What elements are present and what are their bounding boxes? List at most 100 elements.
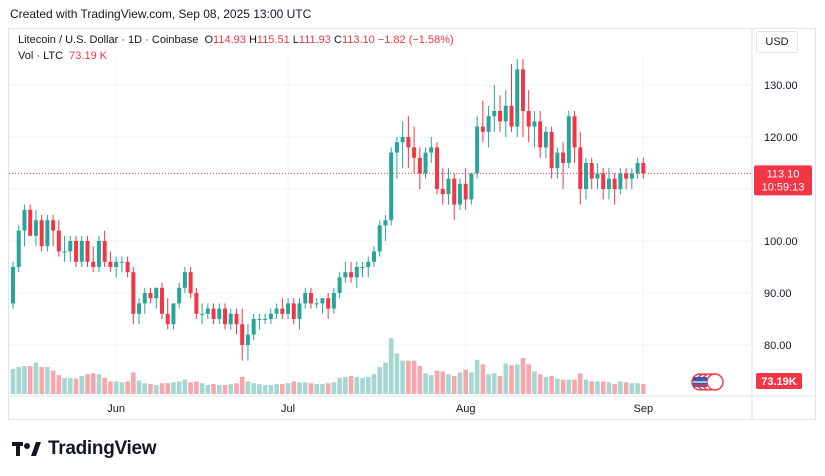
candle-body: [354, 267, 359, 278]
candle-body: [584, 163, 588, 189]
volume-bar: [629, 383, 635, 394]
tradingview-wordmark: TradingView: [48, 438, 157, 459]
candle-body: [320, 298, 325, 304]
volume-tag-text: 73.19K: [761, 376, 797, 388]
candle-body: [343, 272, 348, 278]
low-value: 111.93: [298, 34, 331, 46]
candle-body: [228, 313, 233, 325]
candle-body: [589, 163, 594, 179]
high-label: H: [248, 34, 257, 46]
volume-bar: [388, 338, 394, 394]
candle-body: [217, 308, 222, 319]
volume-bar: [623, 382, 629, 394]
candle-body: [154, 287, 159, 299]
volume-bar: [595, 381, 600, 394]
volume-bar: [90, 373, 96, 394]
candle-body: [475, 126, 480, 174]
volume-bar: [239, 376, 245, 394]
volume-bar: [520, 358, 526, 394]
volume-bar: [325, 383, 331, 394]
open-value: 114.93: [213, 34, 246, 46]
candle-body: [383, 220, 388, 226]
candle-body: [286, 303, 291, 314]
candle-body: [194, 293, 199, 314]
volume-bar: [262, 385, 268, 394]
candle-body: [429, 147, 434, 153]
candle-body: [114, 261, 119, 267]
volume-bar: [566, 379, 572, 394]
candle-body: [635, 163, 640, 174]
candle-body: [85, 241, 90, 262]
candle-body: [51, 220, 56, 231]
volume-bar: [434, 370, 440, 394]
volume-bar: [302, 382, 308, 394]
x-tick-label: Jun: [107, 403, 125, 415]
volume-bar: [606, 382, 612, 394]
candle-body: [79, 241, 84, 262]
candle-body: [28, 209, 33, 236]
currency-button[interactable]: USD: [756, 31, 798, 53]
candle-body: [457, 183, 462, 205]
candle-body: [492, 111, 497, 117]
candle-body: [200, 313, 205, 315]
volume-bar: [234, 383, 239, 394]
candle-body: [394, 142, 399, 153]
x-tick-label: Sep: [634, 403, 654, 415]
candle-body: [595, 173, 600, 179]
volume-bar: [577, 373, 583, 394]
volume-bar: [589, 381, 595, 394]
volume-bar: [257, 384, 262, 394]
candle-body: [96, 241, 101, 267]
candle-body: [62, 251, 67, 253]
volume-bar: [371, 374, 377, 394]
volume-bar: [411, 360, 417, 394]
x-tick-label: Jul: [281, 403, 295, 415]
volume-bar: [245, 381, 251, 394]
economic-event-icon: [706, 373, 724, 391]
candle-body: [165, 313, 170, 325]
volume-bar: [320, 384, 325, 394]
candle-body: [543, 131, 548, 148]
tradingview-logo[interactable]: TradingView: [12, 438, 157, 460]
candle-body: [177, 287, 182, 304]
volume-bar: [188, 382, 193, 394]
volume-bar: [451, 376, 457, 394]
volume-bar: [440, 371, 446, 394]
candle-body: [257, 319, 262, 320]
volume-bar: [62, 377, 67, 394]
volume-bar: [600, 381, 606, 394]
volume-bar: [119, 382, 125, 394]
close-value: 113.10: [341, 34, 375, 46]
candle-body: [303, 293, 308, 304]
volume-bar: [480, 364, 486, 394]
symbol-title[interactable]: Litecoin / U.S. Dollar · 1D · Coinbase: [18, 34, 199, 46]
volume-bar: [474, 359, 480, 394]
volume-bar: [79, 376, 85, 394]
volume-bar: [280, 384, 285, 394]
volume-bar: [171, 382, 176, 394]
candle-body: [263, 319, 268, 320]
volume-bar: [612, 384, 617, 394]
low-label: L: [292, 34, 299, 46]
created-caption: Created with TradingView.com, Sep 08, 20…: [10, 7, 312, 21]
candle-body: [102, 241, 107, 262]
candle-body: [469, 173, 474, 200]
y-tick-label: 80.00: [764, 340, 792, 352]
candle-body: [486, 116, 491, 132]
high-value: 115.51: [256, 34, 290, 46]
volume-legend: Vol · LTC 73.19 K: [18, 50, 107, 62]
candle-body: [205, 308, 210, 314]
volume-bar: [348, 376, 354, 394]
volume-bar: [417, 366, 423, 394]
volume-bar: [102, 377, 107, 394]
volume-bar: [56, 375, 62, 394]
candle-body: [251, 319, 256, 335]
candle-body: [245, 334, 250, 345]
candle-body: [446, 178, 451, 195]
volume-bar: [400, 360, 405, 394]
candle-body: [417, 157, 422, 174]
x-tick-label: Aug: [456, 403, 476, 415]
candle-body: [566, 116, 571, 163]
volume-bar: [96, 374, 102, 394]
